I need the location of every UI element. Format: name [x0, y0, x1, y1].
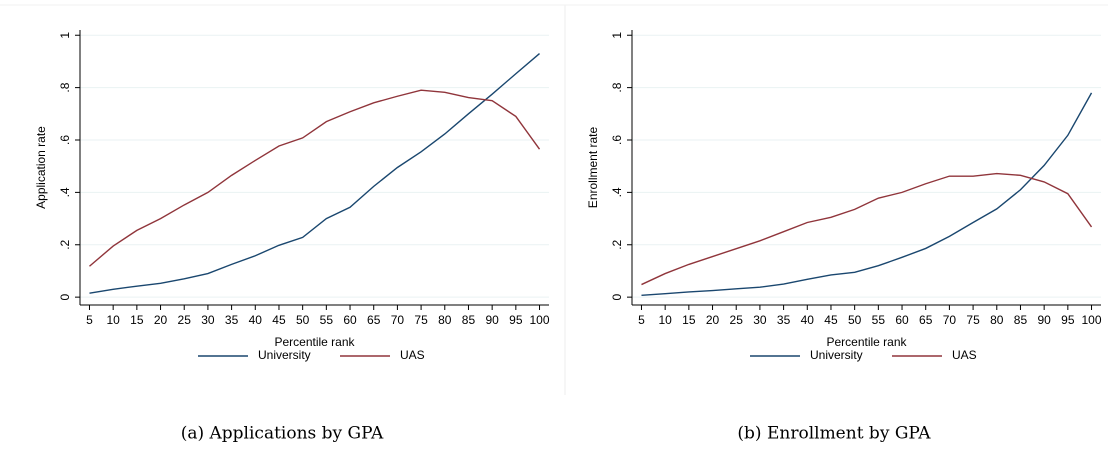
x-tick-label: 45: [824, 313, 838, 327]
y-axis-title: Enrollment rate: [586, 126, 600, 208]
y-tick-label: 1: [610, 32, 624, 39]
x-tick-label: 5: [638, 313, 645, 327]
caption: (b) Enrollment by GPA: [737, 424, 931, 444]
x-tick-label: 25: [730, 313, 744, 327]
x-tick-label: 75: [414, 313, 428, 327]
x-tick-label: 95: [1061, 313, 1075, 327]
x-tick-label: 95: [509, 313, 523, 327]
x-tick-label: 20: [154, 313, 168, 327]
x-tick-label: 65: [367, 313, 381, 327]
x-tick-label: 90: [1037, 313, 1051, 327]
y-tick-label: 1: [58, 32, 72, 39]
legend-label: UAS: [400, 348, 425, 362]
series-line: [641, 92, 1093, 297]
legend-label: University: [258, 348, 311, 362]
chart-panel: 0.2.4.6.815 10 15 20 25 30 35 40 45 50 55 60 65 70 75 8…: [34, 30, 550, 444]
x-tick-label: 70: [943, 313, 957, 327]
y-tick-label: .4: [610, 187, 624, 197]
x-tick-label: 85: [1014, 313, 1028, 327]
x-tick-label: 20: [706, 313, 720, 327]
x-tick-label: 65: [919, 313, 933, 327]
x-tick-label: 55: [872, 313, 886, 327]
x-tick-label: 60: [895, 313, 909, 327]
y-tick-label: .8: [610, 82, 624, 92]
x-tick-label: 30: [201, 313, 215, 327]
x-tick-label: 35: [225, 313, 239, 327]
y-tick-label: .2: [610, 239, 624, 249]
x-tick-label: 45: [272, 313, 286, 327]
x-tick-label: 15: [130, 313, 144, 327]
y-tick-label: 0: [610, 293, 624, 300]
x-tick-label: 60: [343, 313, 357, 327]
caption: (a) Applications by GPA: [181, 424, 384, 444]
y-tick-label: .6: [610, 135, 624, 145]
x-tick-label: 50: [296, 313, 310, 327]
x-tick-label: 30: [753, 313, 767, 327]
series-line: [641, 172, 1093, 286]
x-tick-label: 15: [682, 313, 696, 327]
x-axis-title: Percentile rank: [826, 335, 907, 349]
x-tick-label: 70: [391, 313, 405, 327]
x-tick-label: 75: [966, 313, 980, 327]
x-tick-label: 40: [801, 313, 815, 327]
x-tick-label: 35: [777, 313, 791, 327]
x-tick-label: 80: [990, 313, 1004, 327]
legend-label: University: [810, 348, 863, 362]
y-tick-label: .6: [58, 135, 72, 145]
legend-label: UAS: [952, 348, 977, 362]
x-tick-label: 55: [320, 313, 334, 327]
y-axis-title: Application rate: [34, 126, 48, 209]
x-tick-label: 10: [106, 313, 120, 327]
x-tick-label: 100: [1082, 313, 1102, 327]
x-tick-label: 40: [249, 313, 263, 327]
series-line: [89, 53, 540, 294]
y-tick-label: .2: [58, 239, 72, 249]
x-tick-label: 90: [485, 313, 499, 327]
y-tick-label: .8: [58, 82, 72, 92]
x-tick-label: 85: [462, 313, 476, 327]
x-tick-label: 80: [438, 313, 452, 327]
y-tick-label: 0: [58, 293, 72, 300]
x-axis-title: Percentile rank: [274, 335, 355, 349]
x-tick-label: 5: [86, 313, 93, 327]
y-tick-label: .4: [58, 187, 72, 197]
x-tick-label: 100: [530, 313, 550, 327]
series-line: [89, 89, 541, 267]
chart-panel: 0.2.4.6.815 10 15 20 25 30 35 40 45 50 55 60 65 70 75 8…: [586, 30, 1102, 444]
x-tick-label: 50: [848, 313, 862, 327]
x-tick-label: 10: [658, 313, 672, 327]
x-tick-label: 25: [178, 313, 192, 327]
